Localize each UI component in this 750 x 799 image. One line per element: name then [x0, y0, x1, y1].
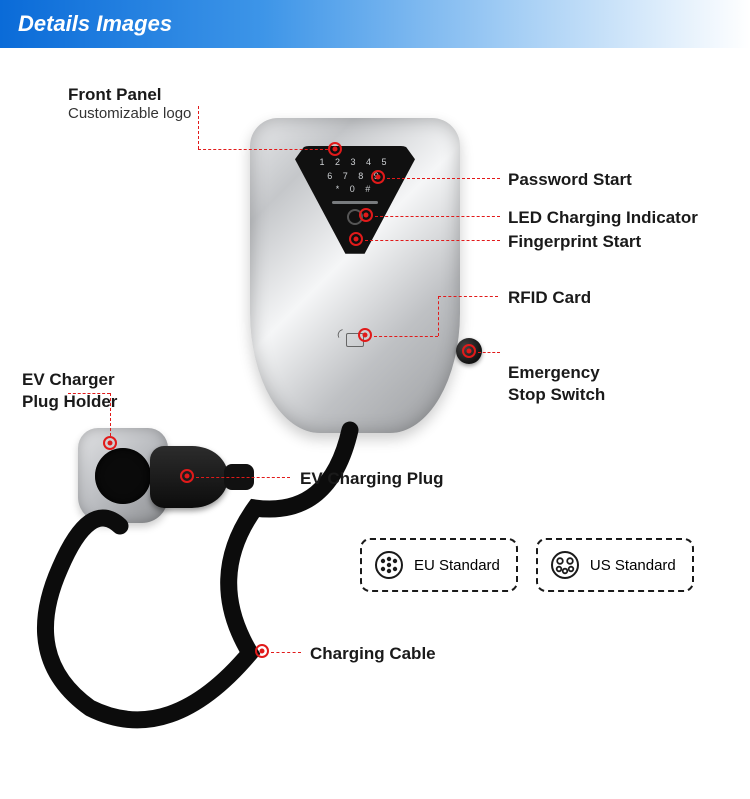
- lead-line: [375, 216, 500, 217]
- marker-plug: [180, 469, 194, 483]
- label-subtext: Customizable logo: [68, 105, 191, 124]
- label-front-panel: Front Panel Customizable logo: [68, 84, 191, 124]
- marker-fingerprint: [349, 232, 363, 246]
- label-text: EV Charger Plug Holder: [22, 370, 117, 410]
- lead-line: [438, 296, 498, 297]
- lead-line: [198, 106, 199, 149]
- label-text: Emergency Stop Switch: [508, 363, 605, 403]
- label-text: RFID Card: [508, 288, 591, 307]
- standard-eu-label: EU Standard: [414, 557, 500, 574]
- label-plug: EV Charging Plug: [300, 468, 444, 489]
- lead-line: [196, 477, 290, 478]
- marker-password: [371, 170, 385, 184]
- label-text: Charging Cable: [310, 644, 436, 663]
- label-text: Front Panel: [68, 85, 162, 104]
- header-bar: Details Images: [0, 0, 750, 48]
- label-fingerprint: Fingerprint Start: [508, 231, 641, 252]
- label-led: LED Charging Indicator: [508, 207, 698, 228]
- plug-holder-socket: [95, 448, 151, 504]
- label-password: Password Start: [508, 169, 632, 190]
- us-connector-icon: [550, 550, 580, 580]
- keypad-row: 1 2 3 4 5: [295, 156, 415, 170]
- label-cable: Charging Cable: [310, 643, 436, 664]
- label-text: Fingerprint Start: [508, 232, 641, 251]
- label-rfid: RFID Card: [508, 287, 591, 308]
- standard-us: US Standard: [536, 538, 694, 592]
- standard-eu: EU Standard: [360, 538, 518, 592]
- lead-line: [198, 149, 328, 150]
- lead-line: [374, 336, 438, 337]
- standard-us-label: US Standard: [590, 557, 676, 574]
- ev-charger-body: 1 2 3 4 5 6 7 8 9 * 0 #: [250, 118, 460, 433]
- led-strip-icon: [332, 201, 378, 204]
- label-estop: Emergency Stop Switch: [508, 341, 605, 405]
- lead-line: [478, 352, 500, 353]
- header-title: Details Images: [18, 11, 172, 37]
- standards-row: EU Standard US Standard: [360, 538, 694, 592]
- marker-front-panel: [328, 142, 342, 156]
- marker-estop: [462, 344, 476, 358]
- keypad-row: 6 7 8 9: [295, 170, 415, 184]
- lead-line: [387, 178, 500, 179]
- label-text: EV Charging Plug: [300, 469, 444, 488]
- marker-led: [359, 208, 373, 222]
- marker-cable: [255, 644, 269, 658]
- diagram-canvas: 1 2 3 4 5 6 7 8 9 * 0 # Front Panel Cust…: [0, 48, 750, 799]
- label-text: LED Charging Indicator: [508, 208, 698, 227]
- keypad-row: * 0 #: [295, 183, 415, 197]
- lead-line: [271, 652, 301, 653]
- marker-plug-holder: [103, 436, 117, 450]
- lead-line: [438, 296, 439, 336]
- eu-connector-icon: [374, 550, 404, 580]
- label-plug-holder: EV Charger Plug Holder: [22, 348, 117, 412]
- marker-rfid: [358, 328, 372, 342]
- label-text: Password Start: [508, 170, 632, 189]
- lead-line: [365, 240, 500, 241]
